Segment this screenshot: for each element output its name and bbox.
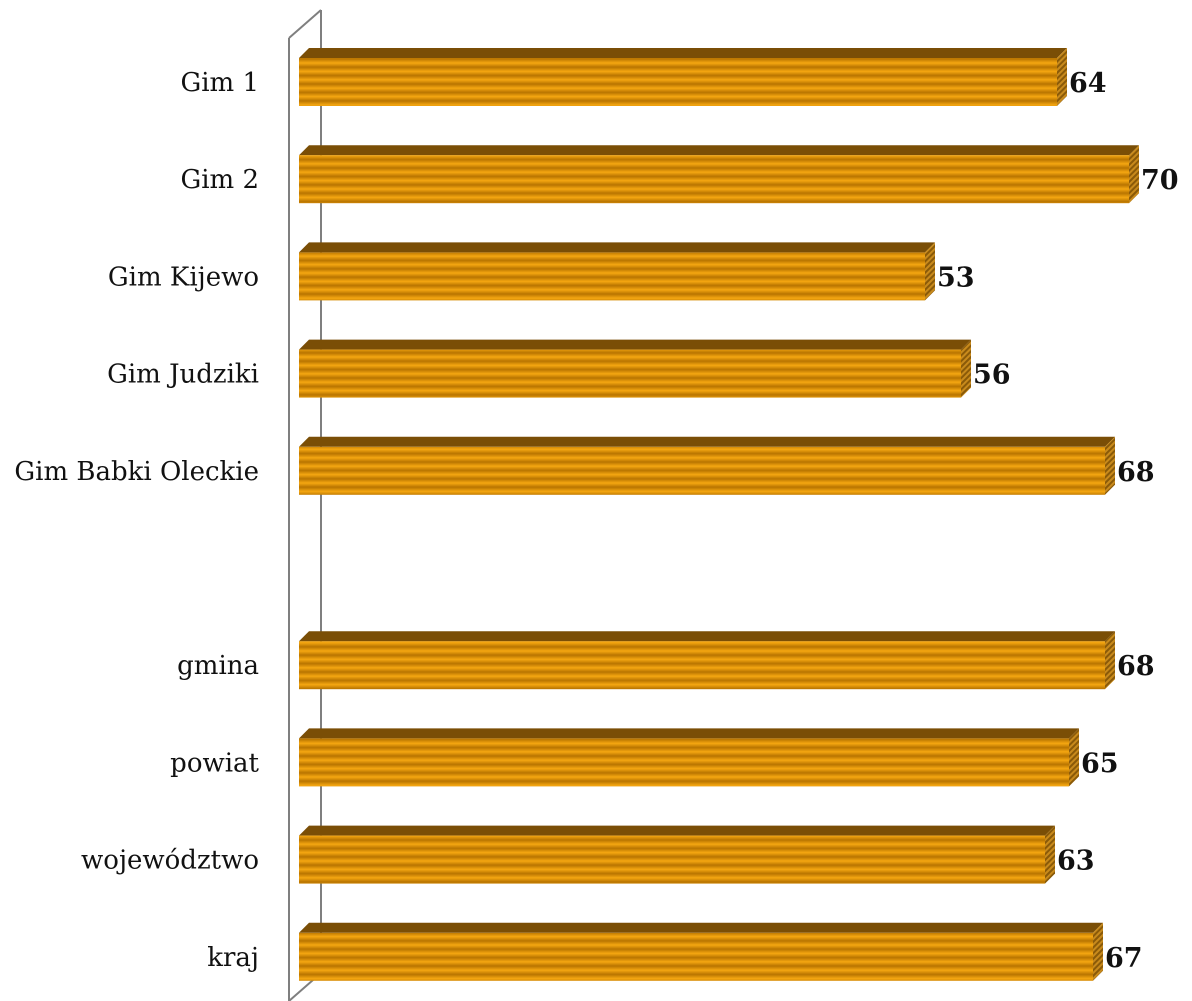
bar [299,631,1115,690]
bar-side-face [1105,436,1115,495]
bar-top-face [299,242,935,253]
category-labels: Gim 1 Gim 2 Gim Kijewo Gim Judziki Gim Babki… [14,68,259,973]
bar [299,436,1115,495]
category-label: gmina [177,651,259,681]
bars-group [299,48,1139,981]
bar-side-face [1045,825,1055,884]
bar-top-face [299,436,1115,447]
bar-side-face [925,242,935,301]
bar-front-face [299,641,1105,690]
category-label: Gim Kijewo [108,262,259,292]
value-label: 67 [1105,943,1143,974]
bar [299,339,971,398]
bar-front-face [299,155,1129,204]
bar-top-face [299,145,1139,156]
bar-front-face [299,932,1093,981]
category-label: Gim 1 [180,68,259,98]
bar [299,825,1055,884]
bar-top-face [299,48,1067,58]
value-label: 68 [1117,457,1155,488]
bar [299,145,1139,204]
value-label: 53 [937,262,975,293]
bar-top-face [299,631,1115,642]
category-label: kraj [207,943,259,973]
value-label: 63 [1057,846,1095,877]
value-labels: 64 70 53 56 68 68 65 63 67 [937,68,1179,974]
value-label: 64 [1069,68,1107,99]
bar-top-face [299,922,1103,933]
bar-front-face [299,738,1069,787]
value-label: 68 [1117,651,1155,682]
value-label: 65 [1081,748,1119,779]
bar-side-face [1069,728,1079,787]
axis-wall-top [288,9,322,39]
category-label: Gim 2 [180,165,259,195]
bar-side-face [1129,145,1139,204]
bar-top-face [299,825,1055,836]
bar-side-face [961,339,971,398]
value-label: 56 [973,360,1011,391]
bar-front-face [299,446,1105,495]
bar-top-face [299,339,971,350]
bar-side-face [1057,48,1067,106]
category-label: powiat [170,748,259,778]
bar-top-face [299,728,1079,739]
bar-front-face [299,252,925,301]
category-label: województwo [81,846,259,876]
bar [299,922,1103,981]
bar [299,728,1079,787]
value-label: 70 [1141,165,1179,196]
bar-front-face [299,349,961,398]
category-label: Gim Babki Oleckie [14,457,259,487]
bar-side-face [1105,631,1115,690]
bar-front-face [299,58,1057,106]
bar-front-face [299,835,1045,884]
bar [299,48,1067,106]
category-label: Gim Judziki [107,360,259,390]
bar-side-face [1093,922,1103,981]
bar [299,242,935,301]
